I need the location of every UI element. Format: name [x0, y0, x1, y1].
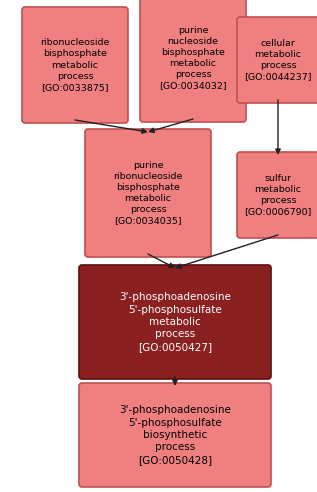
FancyBboxPatch shape [79, 383, 271, 487]
FancyBboxPatch shape [22, 7, 128, 123]
FancyBboxPatch shape [237, 152, 317, 238]
Text: purine
nucleoside
bisphosphate
metabolic
process
[GO:0034032]: purine nucleoside bisphosphate metabolic… [159, 26, 227, 90]
Text: 3'-phosphoadenosine
5'-phosphosulfate
metabolic
process
[GO:0050427]: 3'-phosphoadenosine 5'-phosphosulfate me… [119, 292, 231, 352]
Text: 3'-phosphoadenosine
5'-phosphosulfate
biosynthetic
process
[GO:0050428]: 3'-phosphoadenosine 5'-phosphosulfate bi… [119, 405, 231, 465]
FancyBboxPatch shape [140, 0, 246, 122]
FancyBboxPatch shape [85, 129, 211, 257]
Text: cellular
metabolic
process
[GO:0044237]: cellular metabolic process [GO:0044237] [244, 39, 312, 81]
Text: sulfur
metabolic
process
[GO:0006790]: sulfur metabolic process [GO:0006790] [244, 174, 312, 216]
Text: ribonucleoside
bisphosphate
metabolic
process
[GO:0033875]: ribonucleoside bisphosphate metabolic pr… [40, 38, 110, 92]
FancyBboxPatch shape [237, 17, 317, 103]
Text: purine
ribonucleoside
bisphosphate
metabolic
process
[GO:0034035]: purine ribonucleoside bisphosphate metab… [113, 161, 183, 225]
FancyBboxPatch shape [79, 265, 271, 379]
